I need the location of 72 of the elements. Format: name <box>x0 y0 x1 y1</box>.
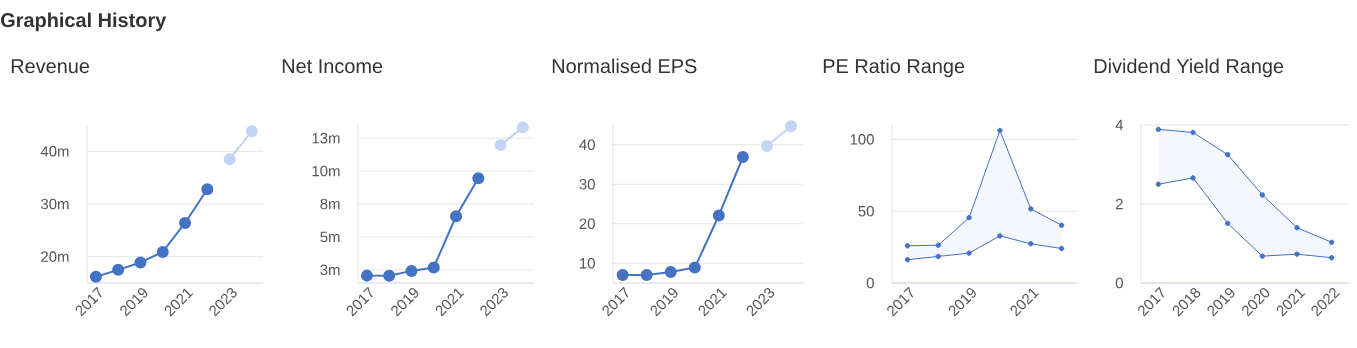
point <box>1328 255 1335 261</box>
point <box>1259 253 1266 259</box>
text: Graphical History <box>1 12 167 32</box>
point <box>245 125 258 138</box>
point <box>383 269 396 282</box>
y-tick-label: 40m <box>40 146 69 157</box>
y-tick-label: 0 <box>1115 277 1123 289</box>
y-tick-label: 13m <box>312 132 340 144</box>
point <box>450 210 463 223</box>
point <box>997 127 1003 134</box>
point <box>1058 245 1065 252</box>
point <box>179 216 192 229</box>
y-tick-label: 50 <box>858 205 874 217</box>
y-tick-label: 20 <box>579 218 595 230</box>
y-tick-label: 40 <box>579 139 595 151</box>
point <box>1190 129 1196 136</box>
point <box>427 261 440 274</box>
point <box>1294 251 1300 257</box>
point <box>904 243 911 249</box>
chart-title: PE Ratio Range <box>823 58 965 78</box>
point <box>966 250 972 256</box>
point <box>89 270 102 283</box>
point <box>1028 206 1034 212</box>
point <box>688 261 701 274</box>
point <box>223 153 236 166</box>
y-tick-label: 100 <box>850 134 874 145</box>
point <box>1224 220 1231 227</box>
point <box>201 183 214 196</box>
y-tick-label: 3m <box>320 264 340 276</box>
chart-title: Dividend Yield Range <box>1094 58 1284 78</box>
point <box>405 264 418 277</box>
point <box>784 120 797 133</box>
y-tick-label: 30 <box>579 178 595 190</box>
point <box>1155 126 1162 133</box>
point <box>1259 192 1266 198</box>
y-tick-label: 4 <box>1115 119 1124 131</box>
point <box>1224 151 1231 158</box>
point <box>935 253 941 260</box>
chart-title: Normalised EPS <box>552 58 697 74</box>
point <box>760 139 773 152</box>
point <box>1058 222 1065 228</box>
point <box>664 265 677 278</box>
point <box>997 233 1003 239</box>
point <box>1028 241 1034 247</box>
point <box>712 209 725 222</box>
point <box>112 263 125 276</box>
point <box>134 256 147 269</box>
point <box>1294 225 1300 231</box>
chart-title: Revenue <box>11 59 90 74</box>
point <box>736 151 749 163</box>
y-tick-label: 10m <box>312 165 340 177</box>
point <box>472 172 485 185</box>
point <box>935 242 941 248</box>
point <box>640 269 653 282</box>
y-tick-label: 2 <box>1115 198 1123 210</box>
point <box>904 257 911 263</box>
point <box>516 121 529 134</box>
y-tick-label: 20m <box>41 251 69 262</box>
point <box>966 214 972 221</box>
chart-title: Net Income <box>282 59 383 74</box>
point <box>1190 175 1196 181</box>
y-tick-label: 30m <box>40 198 69 210</box>
point <box>360 269 373 282</box>
y-tick-label: 8m <box>320 198 340 210</box>
y-tick-label: 10 <box>580 257 595 269</box>
point <box>156 245 169 258</box>
point <box>494 139 507 152</box>
point <box>1328 239 1335 246</box>
point <box>1155 181 1162 187</box>
y-tick-label: 0 <box>866 277 874 289</box>
y-tick-label: 5m <box>320 231 340 243</box>
point <box>616 269 629 282</box>
